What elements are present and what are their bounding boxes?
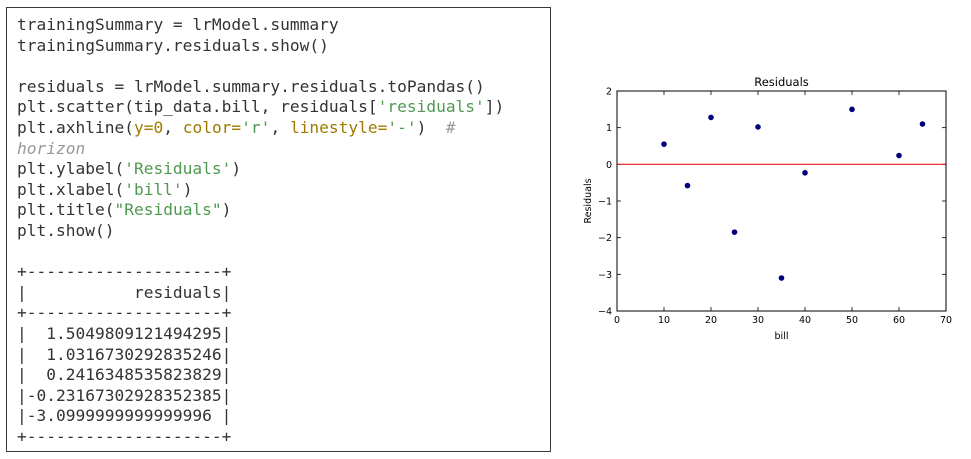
x-tick-label: 50 (846, 315, 858, 326)
y-tick-label: 0 (606, 160, 612, 171)
code-token: ]) (484, 97, 505, 117)
code-token: plt.show() (17, 220, 115, 240)
code-line: plt.title("Residuals") (17, 200, 504, 221)
x-tick-label: 30 (752, 315, 764, 326)
code-line (17, 242, 504, 263)
chart-title: Residuals (754, 75, 809, 89)
code-token: | residuals| (17, 282, 232, 302)
y-tick-label: 1 (606, 123, 612, 134)
plot-frame (616, 90, 947, 312)
scatter-point (755, 124, 761, 130)
code-line: plt.show() (17, 221, 504, 242)
code-token: 'r' (241, 117, 271, 137)
code-line: |-3.0999999999999996 | (17, 406, 504, 427)
code-token: '-' (387, 117, 417, 137)
scatter-point (708, 114, 714, 121)
code-line (17, 56, 504, 77)
code-token: | 0.2416348535823829| (17, 365, 232, 385)
code-token: | 1.5049809121494295| (17, 323, 232, 343)
code-token: trainingSummary.residuals.show() (17, 35, 329, 55)
code-token: | 1.0316730292835246| (17, 344, 232, 364)
code-line: | 0.2416348535823829| (17, 365, 504, 386)
x-tick-label: 20 (705, 315, 717, 326)
code-token: horizon (17, 138, 86, 158)
code-token: linestyle= (289, 117, 388, 137)
code-line: plt.axhline(y=0, color='r', linestyle='-… (17, 118, 504, 139)
code-token: trainingSummary = lrModel.summary (17, 15, 339, 34)
code-token: "Residuals" (114, 200, 222, 220)
code-token: ) (416, 117, 446, 137)
x-tick-label: 70 (940, 315, 952, 326)
code-line: trainingSummary.residuals.show() (17, 36, 504, 57)
scatter-point (778, 275, 785, 281)
code-line: residuals = lrModel.summary.residuals.to… (17, 77, 504, 98)
code-token: y= (133, 117, 154, 137)
code-token: 'bill' (124, 179, 183, 199)
x-tick-label: 10 (658, 315, 670, 326)
x-tick-label: 0 (614, 315, 620, 326)
y-tick-label: −1 (598, 197, 612, 208)
y-tick-label: −4 (598, 307, 612, 318)
code-token: # (445, 117, 456, 137)
residuals-chart: Residuals 0 10 20 30 40 50 60 70 −4 −3 −2 −1 0 1 2 bil… (570, 60, 965, 350)
code-token: ) (182, 179, 193, 199)
x-axis-label: bill (775, 331, 789, 342)
scatter-point (896, 152, 902, 159)
code-token: ) (221, 200, 232, 220)
scatter-point (731, 229, 738, 235)
y-tick-label: 2 (606, 87, 612, 98)
code-token: plt.title( (17, 200, 115, 220)
code-line: |-0.23167302928352385| (17, 386, 504, 407)
code-token: 'residuals' (377, 97, 485, 117)
code-line: plt.scatter(tip_data.bill, residuals['re… (17, 97, 504, 118)
scatter-point (919, 121, 926, 127)
code-line: +--------------------+ (17, 303, 504, 324)
chart-svg: Residuals 0 10 20 30 40 50 60 70 −4 −3 −2 −1 0 1 2 bil… (583, 75, 952, 342)
code-line: plt.ylabel('Residuals') (17, 159, 504, 180)
code-token: +--------------------+ (17, 426, 232, 446)
code-block: trainingSummary = lrModel.summary trainin… (17, 15, 504, 447)
code-token: ) (231, 159, 242, 179)
code-line: | residuals| (17, 283, 504, 304)
y-axis-label: Residuals (583, 178, 594, 223)
code-token: residuals = lrModel.summary.residuals.to… (17, 76, 485, 96)
code-line: trainingSummary = lrModel.summary (17, 15, 504, 36)
scatter-point (802, 169, 808, 176)
scatter-point (849, 106, 855, 113)
code-line: +--------------------+ (17, 427, 504, 448)
scatter-point (684, 182, 691, 189)
code-token: 0 (153, 117, 164, 137)
code-token: plt.xlabel( (17, 179, 125, 199)
x-tick-label: 60 (893, 315, 905, 326)
scatter-point (661, 141, 667, 147)
code-cell[interactable]: trainingSummary = lrModel.summary trainin… (6, 7, 551, 452)
code-token: plt.ylabel( (17, 159, 125, 179)
code-token: |-3.0999999999999996 | (17, 406, 232, 426)
code-line: | 1.5049809121494295| (17, 324, 504, 345)
code-token: plt.axhline( (17, 117, 134, 137)
y-tick-label: −3 (598, 270, 612, 281)
code-token: +--------------------+ (17, 262, 232, 282)
code-token: +--------------------+ (17, 303, 232, 323)
code-token: 'Residuals' (124, 159, 232, 179)
code-line: +--------------------+ (17, 262, 504, 283)
y-tick-label: −2 (598, 233, 612, 244)
code-line: | 1.0316730292835246| (17, 345, 504, 366)
code-token: , (270, 117, 290, 137)
x-tick-label: 40 (799, 315, 811, 326)
code-token: color= (182, 117, 242, 137)
code-line: horizon (17, 139, 504, 160)
code-token: plt.scatter(tip_data.bill, residuals[ (17, 97, 378, 117)
code-token: , (163, 117, 183, 137)
code-line: plt.xlabel('bill') (17, 180, 504, 201)
code-token: |-0.23167302928352385| (17, 385, 232, 405)
